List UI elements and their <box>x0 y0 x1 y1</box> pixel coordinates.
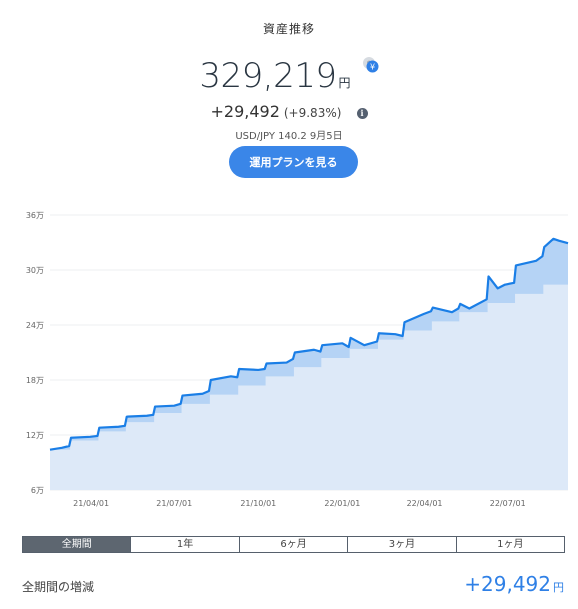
tab-1-year[interactable]: 1年 <box>130 537 239 552</box>
y-tick-label: 18万 <box>26 376 44 385</box>
y-tick-label: 6万 <box>31 486 44 495</box>
page-title: 資産推移 <box>262 22 315 36</box>
tab-3-months[interactable]: 3ヶ月 <box>347 537 456 552</box>
x-tick-label: 22/01/01 <box>324 499 360 508</box>
summary-unit: 円 <box>553 581 564 594</box>
svg-text:¥: ¥ <box>370 63 375 72</box>
fx-rate: USD/JPY 140.2 9月5日 <box>235 131 343 142</box>
balance-change: +29,492 <box>210 102 280 121</box>
x-tick-label: 21/04/01 <box>73 499 109 508</box>
summary-label: 全期間の増減 <box>22 580 95 594</box>
change-row: +29,492 (+9.83%) i <box>0 102 578 121</box>
y-tick-label: 30万 <box>26 266 44 275</box>
y-tick-label: 12万 <box>26 431 44 440</box>
balance-unit: 円 <box>338 76 351 90</box>
total-balance: 329,219 <box>199 56 337 96</box>
balance-change-percent: (+9.83%) <box>283 106 342 120</box>
plan-button[interactable]: 運用プランを見る <box>229 146 358 178</box>
x-tick-label: 22/04/01 <box>407 499 443 508</box>
y-tick-label: 24万 <box>26 321 44 330</box>
summary-value-row: +29,492 円 <box>464 572 564 596</box>
x-tick-label: 21/07/01 <box>156 499 192 508</box>
x-tick-label: 22/07/01 <box>490 499 526 508</box>
period-tabs: 全期間 1年 6ヶ月 3ヶ月 1ヶ月 <box>22 536 565 553</box>
y-tick-label: 36万 <box>26 211 44 220</box>
principal-area <box>50 270 568 490</box>
info-icon[interactable]: i <box>356 108 368 119</box>
currency-switch-icon[interactable]: $ ¥ <box>362 56 379 73</box>
tab-6-months[interactable]: 6ヶ月 <box>238 537 348 552</box>
tab-all-period[interactable]: 全期間 <box>23 537 131 552</box>
x-tick-label: 21/10/01 <box>240 499 276 508</box>
summary-value: +29,492 <box>464 572 551 596</box>
tab-1-month[interactable]: 1ヶ月 <box>455 537 565 552</box>
asset-chart: 36万 30万 24万 18万 12万 6万 21/04/01 21/07/01 21/10/0… <box>26 211 569 508</box>
valuation-line <box>49 237 569 451</box>
